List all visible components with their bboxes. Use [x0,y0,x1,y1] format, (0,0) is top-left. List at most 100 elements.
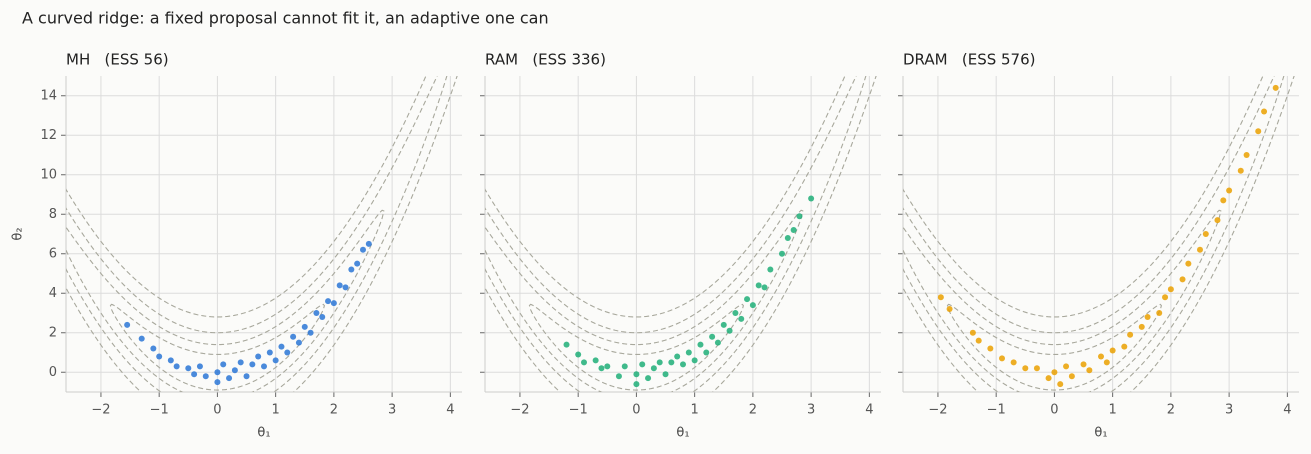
point [191,371,198,378]
point [1138,323,1145,330]
point [937,294,944,301]
point [680,361,686,368]
point [156,353,163,360]
point [261,363,267,370]
panel-title: DRAM (ESS 576) [903,51,1036,69]
point [319,313,326,320]
point [295,339,302,346]
point [1051,369,1058,376]
point [1255,128,1262,135]
point [365,240,372,247]
panel-title: RAM (ESS 336) [485,51,606,69]
point [313,310,320,316]
point [1179,276,1186,283]
point [1063,363,1070,370]
point [697,341,704,348]
point [1068,373,1075,380]
point [1156,310,1163,316]
point [1162,294,1169,301]
point [1167,286,1174,293]
point [714,339,721,346]
y-tick-label: 0 [49,365,57,380]
point [1045,375,1052,382]
point [738,315,745,322]
point [243,373,250,380]
point [1033,365,1040,372]
x-tick-label: 3 [388,403,396,418]
point [138,335,145,342]
contour [528,303,745,391]
panel-title: MH (ESS 56) [66,51,169,69]
point [220,361,227,368]
point [1086,367,1093,374]
contour [109,303,326,391]
point [354,260,361,267]
point [336,282,343,289]
point [674,353,681,360]
point [266,349,273,356]
point [1237,167,1244,174]
point [732,310,739,316]
y-tick-label: 4 [49,286,57,301]
point [639,361,646,368]
point [150,345,157,352]
point [330,300,337,307]
point [255,353,262,360]
point [237,359,244,366]
point [790,227,797,234]
point [1144,313,1151,320]
point [779,250,785,257]
x-tick-label: −1 [569,403,588,418]
point [249,361,256,368]
x-tick-label: 0 [213,403,221,418]
point [342,284,349,291]
point [1243,152,1250,158]
x-tick-label: 1 [691,403,699,418]
point [1197,246,1203,253]
point [767,266,774,273]
point [946,306,953,313]
x-tick-label: −1 [150,403,169,418]
point [1220,197,1227,204]
point [1057,381,1064,388]
point [202,373,209,380]
point [656,359,663,366]
plot-area [485,76,877,392]
point [196,363,203,370]
point [290,333,297,340]
point [581,359,587,366]
point [1185,260,1192,267]
x-tick-label: 3 [807,403,815,418]
y-tick-label: 12 [40,128,57,143]
contour [903,209,1222,392]
x-tick-label: 4 [1283,403,1291,418]
point [604,363,611,370]
point [709,333,716,340]
point [615,373,622,380]
point [1022,365,1029,372]
point [1121,343,1128,350]
point [744,296,751,303]
point [1261,108,1268,115]
x-tick-label: 4 [446,403,454,418]
contour [66,76,458,392]
point [360,246,366,253]
x-tick-label: −2 [928,403,947,418]
point [1127,331,1134,338]
x-tick-label: 4 [865,403,873,418]
point [703,349,710,356]
point [645,375,652,382]
point [808,195,815,202]
point [592,357,599,364]
point [325,298,332,305]
point [173,363,180,370]
point [1214,217,1221,224]
point [1010,359,1017,366]
point [214,369,221,376]
y-tick-label: 2 [49,325,57,340]
point [784,234,791,241]
point [307,329,314,336]
point [231,367,238,374]
x-tick-label: 3 [1225,403,1233,418]
plot-area [66,76,458,392]
